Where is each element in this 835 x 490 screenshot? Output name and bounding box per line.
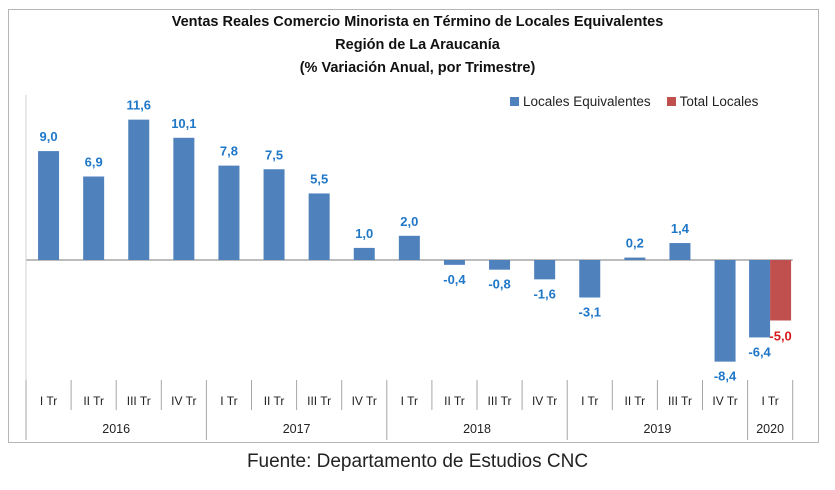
bar-locales-equivalentes-13 bbox=[624, 257, 646, 260]
bar-locales-equivalentes-4 bbox=[218, 165, 240, 260]
data-label: 7,8 bbox=[220, 144, 238, 159]
data-label: -8,4 bbox=[714, 369, 737, 384]
category-label: IV Tr bbox=[712, 394, 737, 408]
legend-item-total-locales: Total Locales bbox=[666, 94, 759, 109]
chart-subtitle: Región de La Araucanía bbox=[335, 37, 500, 53]
data-label: 0,2 bbox=[626, 236, 644, 251]
category-label: I Tr bbox=[581, 394, 598, 408]
bar-locales-equivalentes-12 bbox=[579, 260, 601, 298]
bar-locales-equivalentes-15 bbox=[714, 260, 736, 362]
legend-swatch-total-locales bbox=[666, 97, 676, 106]
category-label: IV Tr bbox=[352, 394, 377, 408]
bar-locales-equivalentes-0 bbox=[38, 151, 60, 260]
year-group-label: 2019 bbox=[643, 422, 671, 436]
bar-locales-equivalentes-16 bbox=[749, 260, 771, 338]
year-group-label: 2018 bbox=[463, 422, 491, 436]
legend-label-locales-equivalentes: Locales Equivalentes bbox=[523, 94, 651, 109]
bar-locales-equivalentes-8 bbox=[398, 235, 420, 260]
data-label: -0,4 bbox=[443, 272, 466, 287]
legend: Locales Equivalentes Total Locales bbox=[510, 94, 758, 109]
data-label: 2,0 bbox=[400, 214, 418, 229]
bar-locales-equivalentes-7 bbox=[353, 247, 375, 260]
category-label: III Tr bbox=[127, 394, 151, 408]
legend-item-locales-equivalentes: Locales Equivalentes bbox=[510, 94, 651, 109]
legend-swatch-locales-equivalentes bbox=[510, 97, 519, 106]
category-label: I Tr bbox=[220, 394, 237, 408]
category-label: II Tr bbox=[625, 394, 646, 408]
category-label: I Tr bbox=[761, 394, 778, 408]
category-label: II Tr bbox=[444, 394, 465, 408]
data-label: -1,6 bbox=[533, 286, 555, 301]
category-label: II Tr bbox=[264, 394, 285, 408]
bar-locales-equivalentes-14 bbox=[669, 243, 691, 260]
data-label: -3,1 bbox=[579, 305, 601, 320]
source-footer: Fuente: Departamento de Estudios CNC bbox=[246, 451, 589, 472]
bar-locales-equivalentes-2 bbox=[128, 119, 150, 260]
bar-locales-equivalentes-10 bbox=[489, 260, 511, 270]
category-label: I Tr bbox=[401, 394, 418, 408]
category-label: III Tr bbox=[307, 394, 331, 408]
year-group-label: 2020 bbox=[756, 422, 784, 436]
data-label: 6,9 bbox=[85, 155, 103, 170]
year-group-label: 2017 bbox=[283, 422, 311, 436]
data-label: 5,5 bbox=[310, 171, 328, 186]
bar-locales-equivalentes-3 bbox=[173, 137, 195, 260]
year-group-label: 2016 bbox=[102, 422, 130, 436]
data-label: -0,8 bbox=[488, 277, 510, 292]
data-label: -5,0 bbox=[769, 329, 791, 344]
legend-label-total-locales: Total Locales bbox=[679, 94, 759, 109]
data-label: -6,4 bbox=[748, 344, 771, 359]
chart-title: Ventas Reales Comercio Minorista en Térm… bbox=[171, 14, 664, 30]
bar-total-locales-16 bbox=[770, 260, 792, 321]
bar-locales-equivalentes-9 bbox=[443, 260, 465, 265]
data-label: 1,4 bbox=[671, 221, 690, 236]
data-label: 7,5 bbox=[265, 147, 283, 162]
bar-locales-equivalentes-6 bbox=[308, 193, 330, 260]
category-label: III Tr bbox=[668, 394, 692, 408]
data-label: 10,1 bbox=[171, 116, 196, 131]
category-label: III Tr bbox=[488, 394, 512, 408]
data-label: 1,0 bbox=[355, 226, 373, 241]
category-label: II Tr bbox=[83, 394, 104, 408]
data-label: 9,0 bbox=[40, 129, 58, 144]
category-label: I Tr bbox=[40, 394, 57, 408]
chart-subtitle-2: (% Variación Anual, por Trimestre) bbox=[299, 60, 536, 76]
category-label: IV Tr bbox=[532, 394, 557, 408]
category-label: IV Tr bbox=[171, 394, 196, 408]
bar-locales-equivalentes-1 bbox=[83, 176, 105, 260]
bar-locales-equivalentes-11 bbox=[534, 260, 556, 280]
bar-locales-equivalentes-5 bbox=[263, 169, 285, 260]
data-label: 11,6 bbox=[126, 98, 151, 113]
